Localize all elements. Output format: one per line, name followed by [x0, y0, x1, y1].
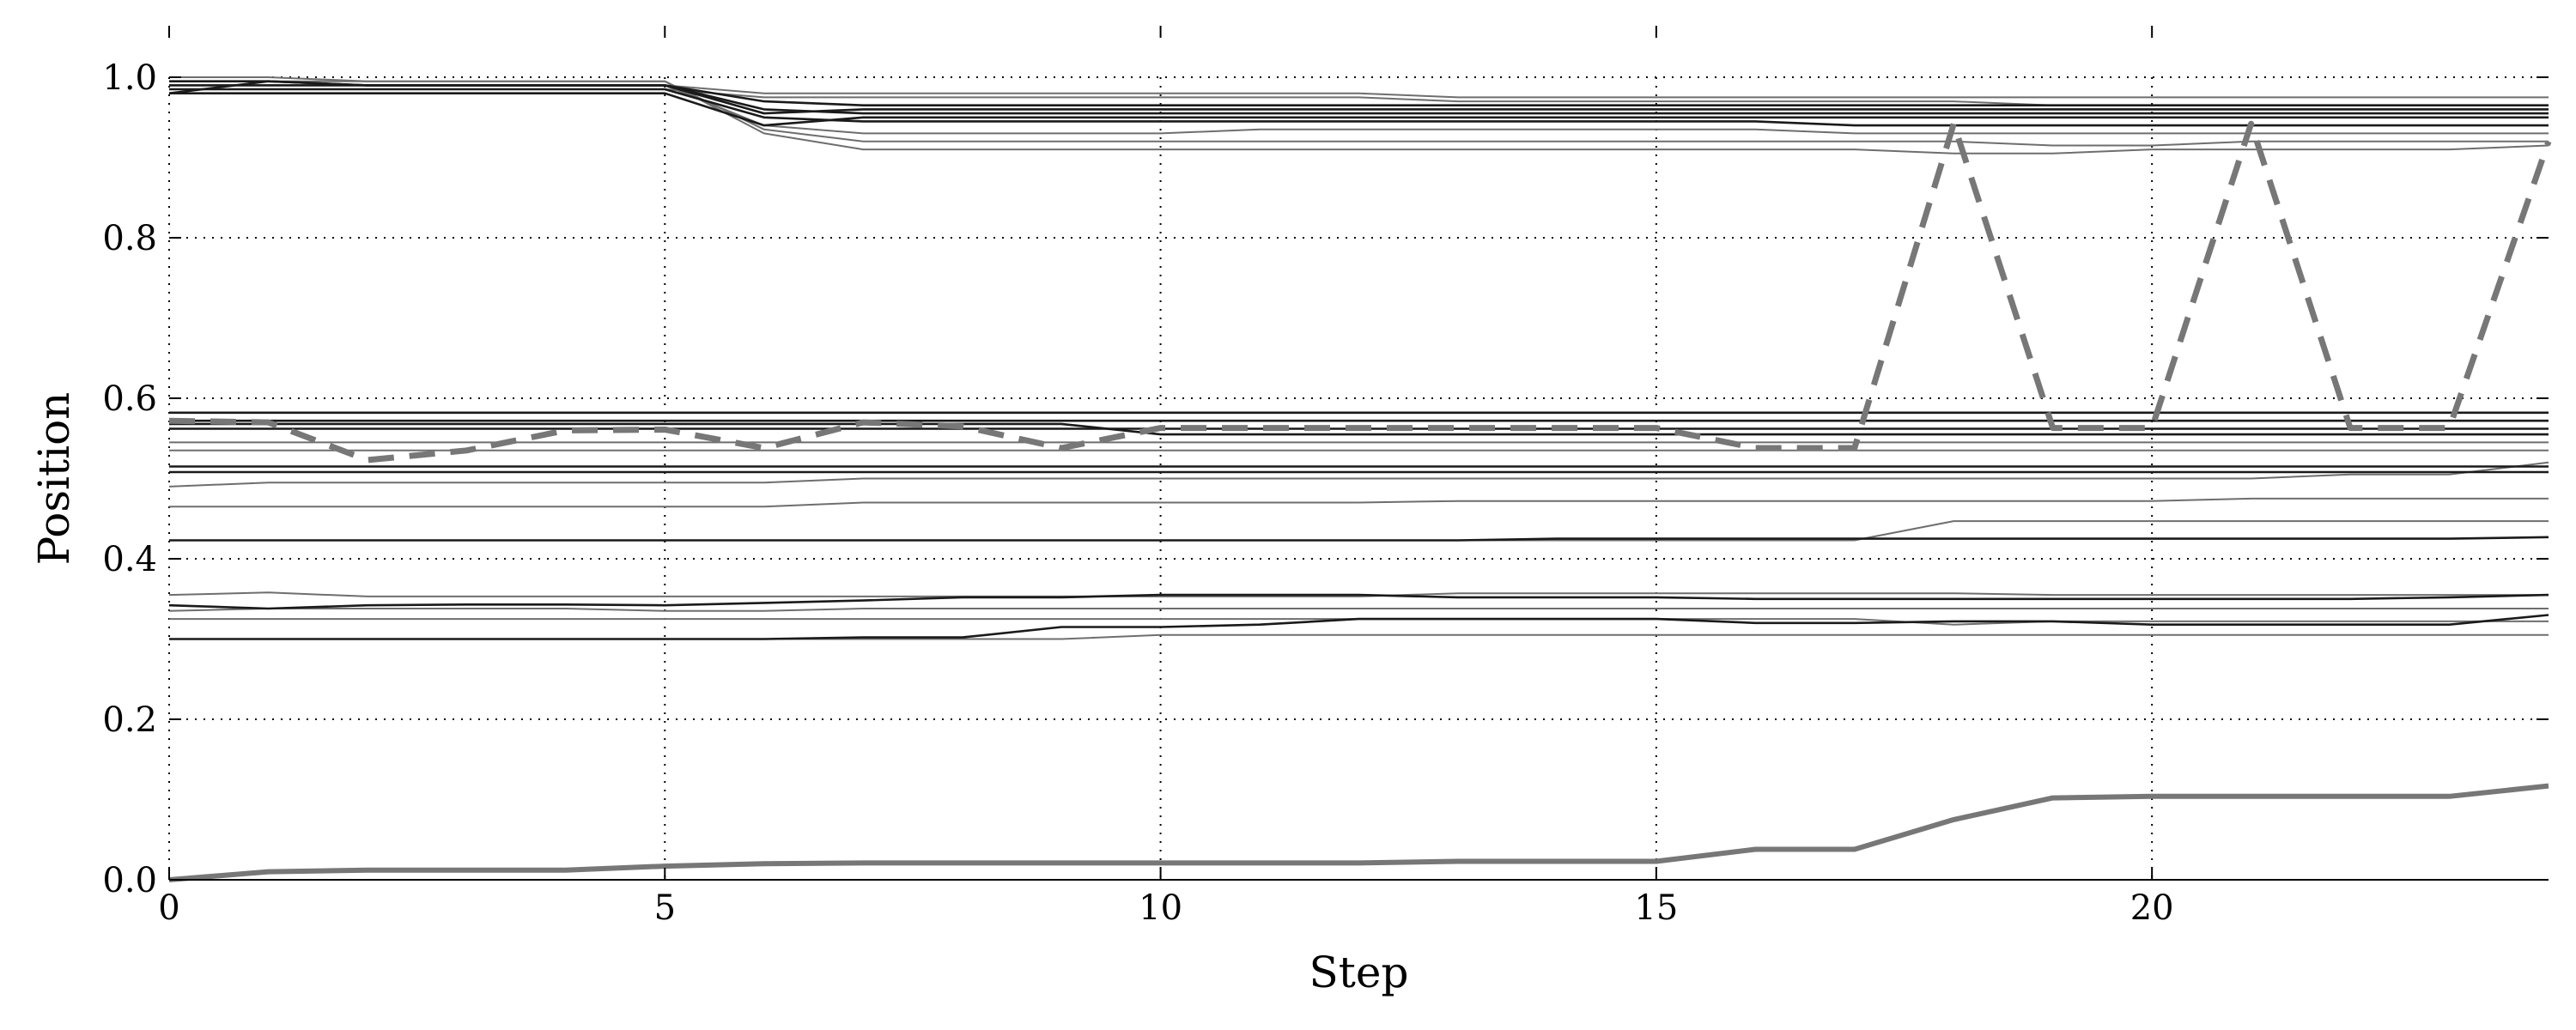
series-line-6: [169, 84, 2549, 106]
series-line-20: [168, 461, 2549, 488]
series-line-22: [169, 536, 2549, 542]
x-tick-label-1: 5: [654, 888, 676, 928]
axes-frame: [168, 26, 2549, 881]
x-tick-label-0: 0: [158, 888, 179, 928]
y-tick-label-3: 0.6: [102, 379, 157, 419]
series-group: [168, 76, 2552, 882]
series-line-26: [168, 608, 2549, 612]
x-tick-label-3: 15: [1634, 888, 1678, 928]
series-line-24: [168, 591, 2549, 597]
x-axis-title: Step: [1309, 948, 1409, 997]
y-tick-label-5: 1.0: [102, 58, 157, 98]
y-tick-label-1: 0.2: [102, 700, 157, 740]
series-line-0: [168, 783, 2549, 882]
series-line-11: [169, 84, 2549, 99]
series-line-28: [169, 614, 2549, 640]
y-axis-title: Position: [29, 392, 79, 566]
y-tick-label-4: 0.8: [102, 219, 157, 258]
series-line-3: [169, 92, 2549, 127]
series-line-1: [168, 120, 2552, 464]
series-line-21: [169, 497, 2549, 508]
series-line-4: [169, 88, 2549, 127]
tick-labels: 0 5 10 15 20 0.0 0.2 0.4 0.6 0.8 1.0: [102, 58, 2173, 928]
series-line-14: [169, 422, 2549, 436]
series-line-8: [169, 80, 2549, 147]
y-tick-label-0: 0.0: [102, 861, 157, 900]
x-tick-label-2: 10: [1139, 888, 1182, 928]
series-line-23: [169, 520, 2549, 542]
x-tick-label-4: 20: [2130, 888, 2174, 928]
y-tick-label-2: 0.4: [102, 540, 157, 579]
series-line-25: [168, 593, 2549, 610]
